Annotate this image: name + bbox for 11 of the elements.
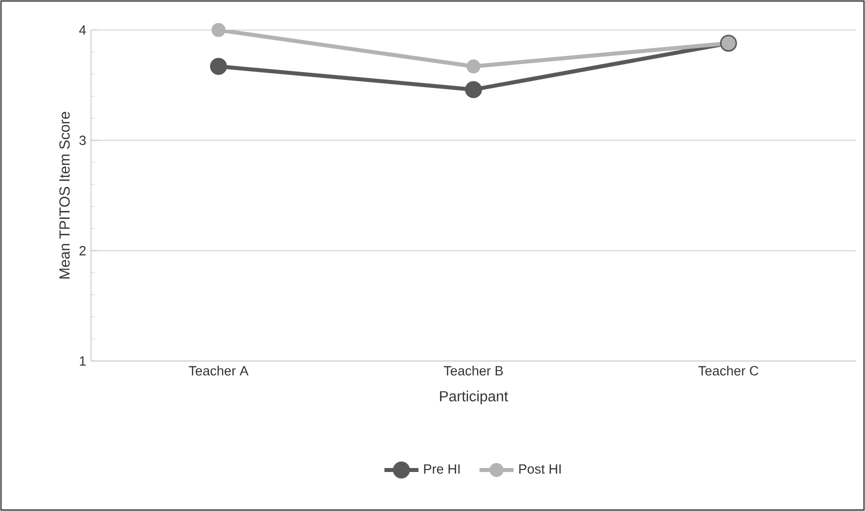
x-tick-label: Teacher B — [444, 366, 503, 376]
legend-label: Pre HI — [424, 464, 460, 474]
y-tick-label: 3 — [79, 136, 86, 146]
y-tick-label: 1 — [80, 356, 86, 366]
x-tick-label: Teacher C — [698, 366, 758, 376]
legend-label: Post HI — [519, 464, 561, 474]
x-tick-label: Teacher A — [188, 366, 248, 376]
y-tick-label: 4 — [79, 25, 86, 35]
y-axis-title: Mean TPITOS Item Score — [59, 112, 70, 279]
x-axis-title: Participant — [440, 390, 508, 404]
y-tick-label: 2 — [80, 246, 86, 256]
